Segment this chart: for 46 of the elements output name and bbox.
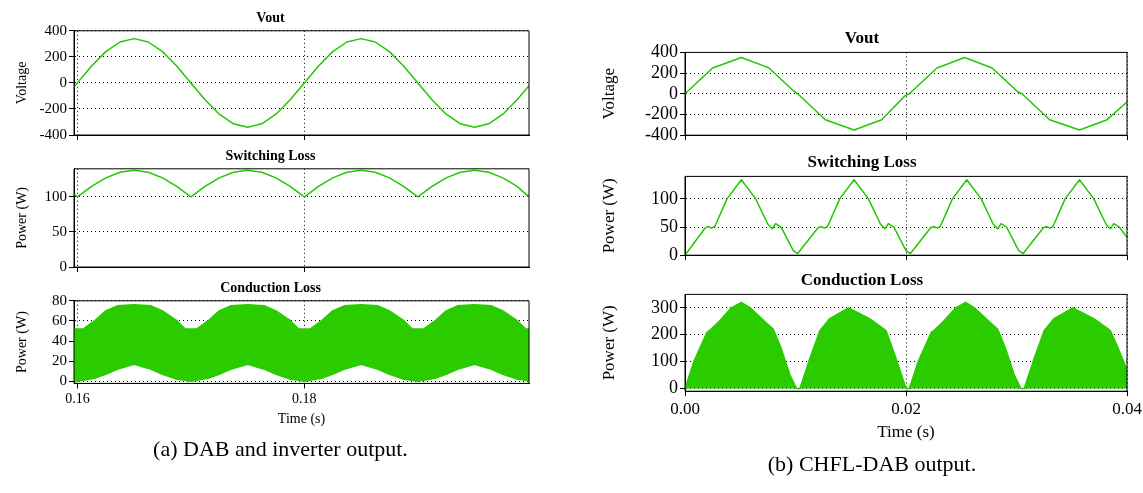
y-tick-label: 400 xyxy=(44,21,67,38)
y-axis-title: Voltage xyxy=(598,67,618,120)
y-tick-label: -200 xyxy=(645,103,678,124)
y-axis-title: Power (W) xyxy=(598,305,618,381)
x-tick-label: 0.16 xyxy=(65,391,90,407)
chart-title: Vout xyxy=(844,27,880,47)
y-tick-label: 200 xyxy=(651,61,678,82)
y-tick-label: -400 xyxy=(39,125,67,142)
y-tick-label: 50 xyxy=(52,222,67,239)
y-tick-label: 0 xyxy=(669,243,678,264)
text: (a) DAB and inverter output. xyxy=(152,436,409,462)
chart-title: Conduction Loss xyxy=(800,269,924,289)
y-tick-label: 200 xyxy=(44,47,67,64)
y-axis-title: Voltage xyxy=(14,61,30,105)
y-tick-label: 0 xyxy=(59,73,67,90)
x-tick-label: 0.18 xyxy=(292,391,317,407)
x-tick-label: 0.04 xyxy=(1112,398,1143,418)
y-tick-label: 0 xyxy=(669,82,678,103)
y-tick-label: 100 xyxy=(651,187,678,208)
y-tick-label: -200 xyxy=(39,99,67,116)
y-tick-label: 40 xyxy=(52,332,67,349)
y-tick-label: 60 xyxy=(52,311,67,328)
y-axis-title: Power (W) xyxy=(14,186,31,249)
y-tick-label: 0 xyxy=(669,377,678,398)
chart-title: Vout xyxy=(256,10,285,26)
chart-title: Conduction Loss xyxy=(220,280,322,296)
x-tick-label: 0.02 xyxy=(891,398,921,418)
y-tick-label: 100 xyxy=(44,187,67,204)
x-tick-label: 0.00 xyxy=(670,398,700,418)
y-tick-label: 0 xyxy=(59,257,67,274)
y-tick-label: 200 xyxy=(651,323,678,344)
text: (b) CHFL-DAB output. xyxy=(766,451,978,477)
y-tick-label: 300 xyxy=(651,296,678,317)
y-tick-label: 400 xyxy=(651,41,678,62)
y-tick-label: 100 xyxy=(651,350,678,371)
chart-title: Switching Loss xyxy=(225,148,316,164)
x-axis-title: Time (s) xyxy=(277,411,326,428)
chart-title: Switching Loss xyxy=(807,151,917,171)
y-tick-label: 0 xyxy=(59,372,67,389)
y-axis-title: Power (W) xyxy=(14,310,31,374)
y-tick-label: 20 xyxy=(52,352,67,369)
x-axis-title: Time (s) xyxy=(877,422,935,442)
y-tick-label: 80 xyxy=(52,291,67,308)
y-axis-title: Power (W) xyxy=(598,178,618,254)
y-tick-label: 50 xyxy=(660,215,678,236)
y-tick-label: -400 xyxy=(645,123,678,144)
